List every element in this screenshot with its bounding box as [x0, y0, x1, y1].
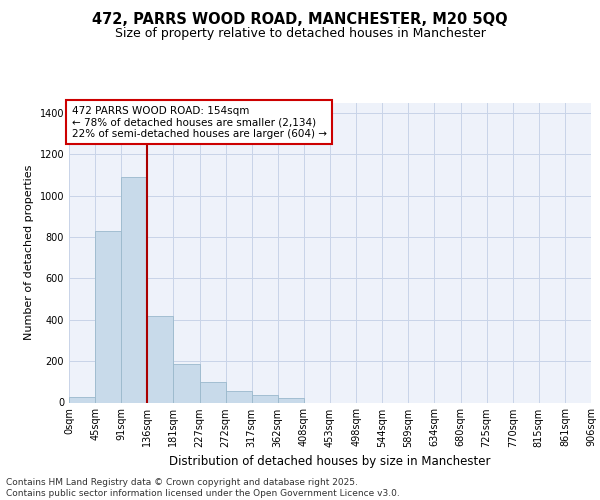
- Bar: [252, 396, 278, 402]
- Bar: [199, 382, 226, 402]
- Text: 472, PARRS WOOD ROAD, MANCHESTER, M20 5QQ: 472, PARRS WOOD ROAD, MANCHESTER, M20 5Q…: [92, 12, 508, 28]
- Bar: [173, 364, 199, 403]
- Text: 472 PARRS WOOD ROAD: 154sqm
← 78% of detached houses are smaller (2,134)
22% of : 472 PARRS WOOD ROAD: 154sqm ← 78% of det…: [71, 106, 326, 138]
- Bar: [121, 177, 148, 402]
- Bar: [226, 391, 252, 402]
- X-axis label: Distribution of detached houses by size in Manchester: Distribution of detached houses by size …: [169, 455, 491, 468]
- Bar: [95, 231, 121, 402]
- Bar: [69, 398, 95, 402]
- Bar: [148, 316, 173, 402]
- Text: Contains HM Land Registry data © Crown copyright and database right 2025.
Contai: Contains HM Land Registry data © Crown c…: [6, 478, 400, 498]
- Y-axis label: Number of detached properties: Number of detached properties: [24, 165, 34, 340]
- Bar: [278, 398, 304, 402]
- Text: Size of property relative to detached houses in Manchester: Size of property relative to detached ho…: [115, 28, 485, 40]
